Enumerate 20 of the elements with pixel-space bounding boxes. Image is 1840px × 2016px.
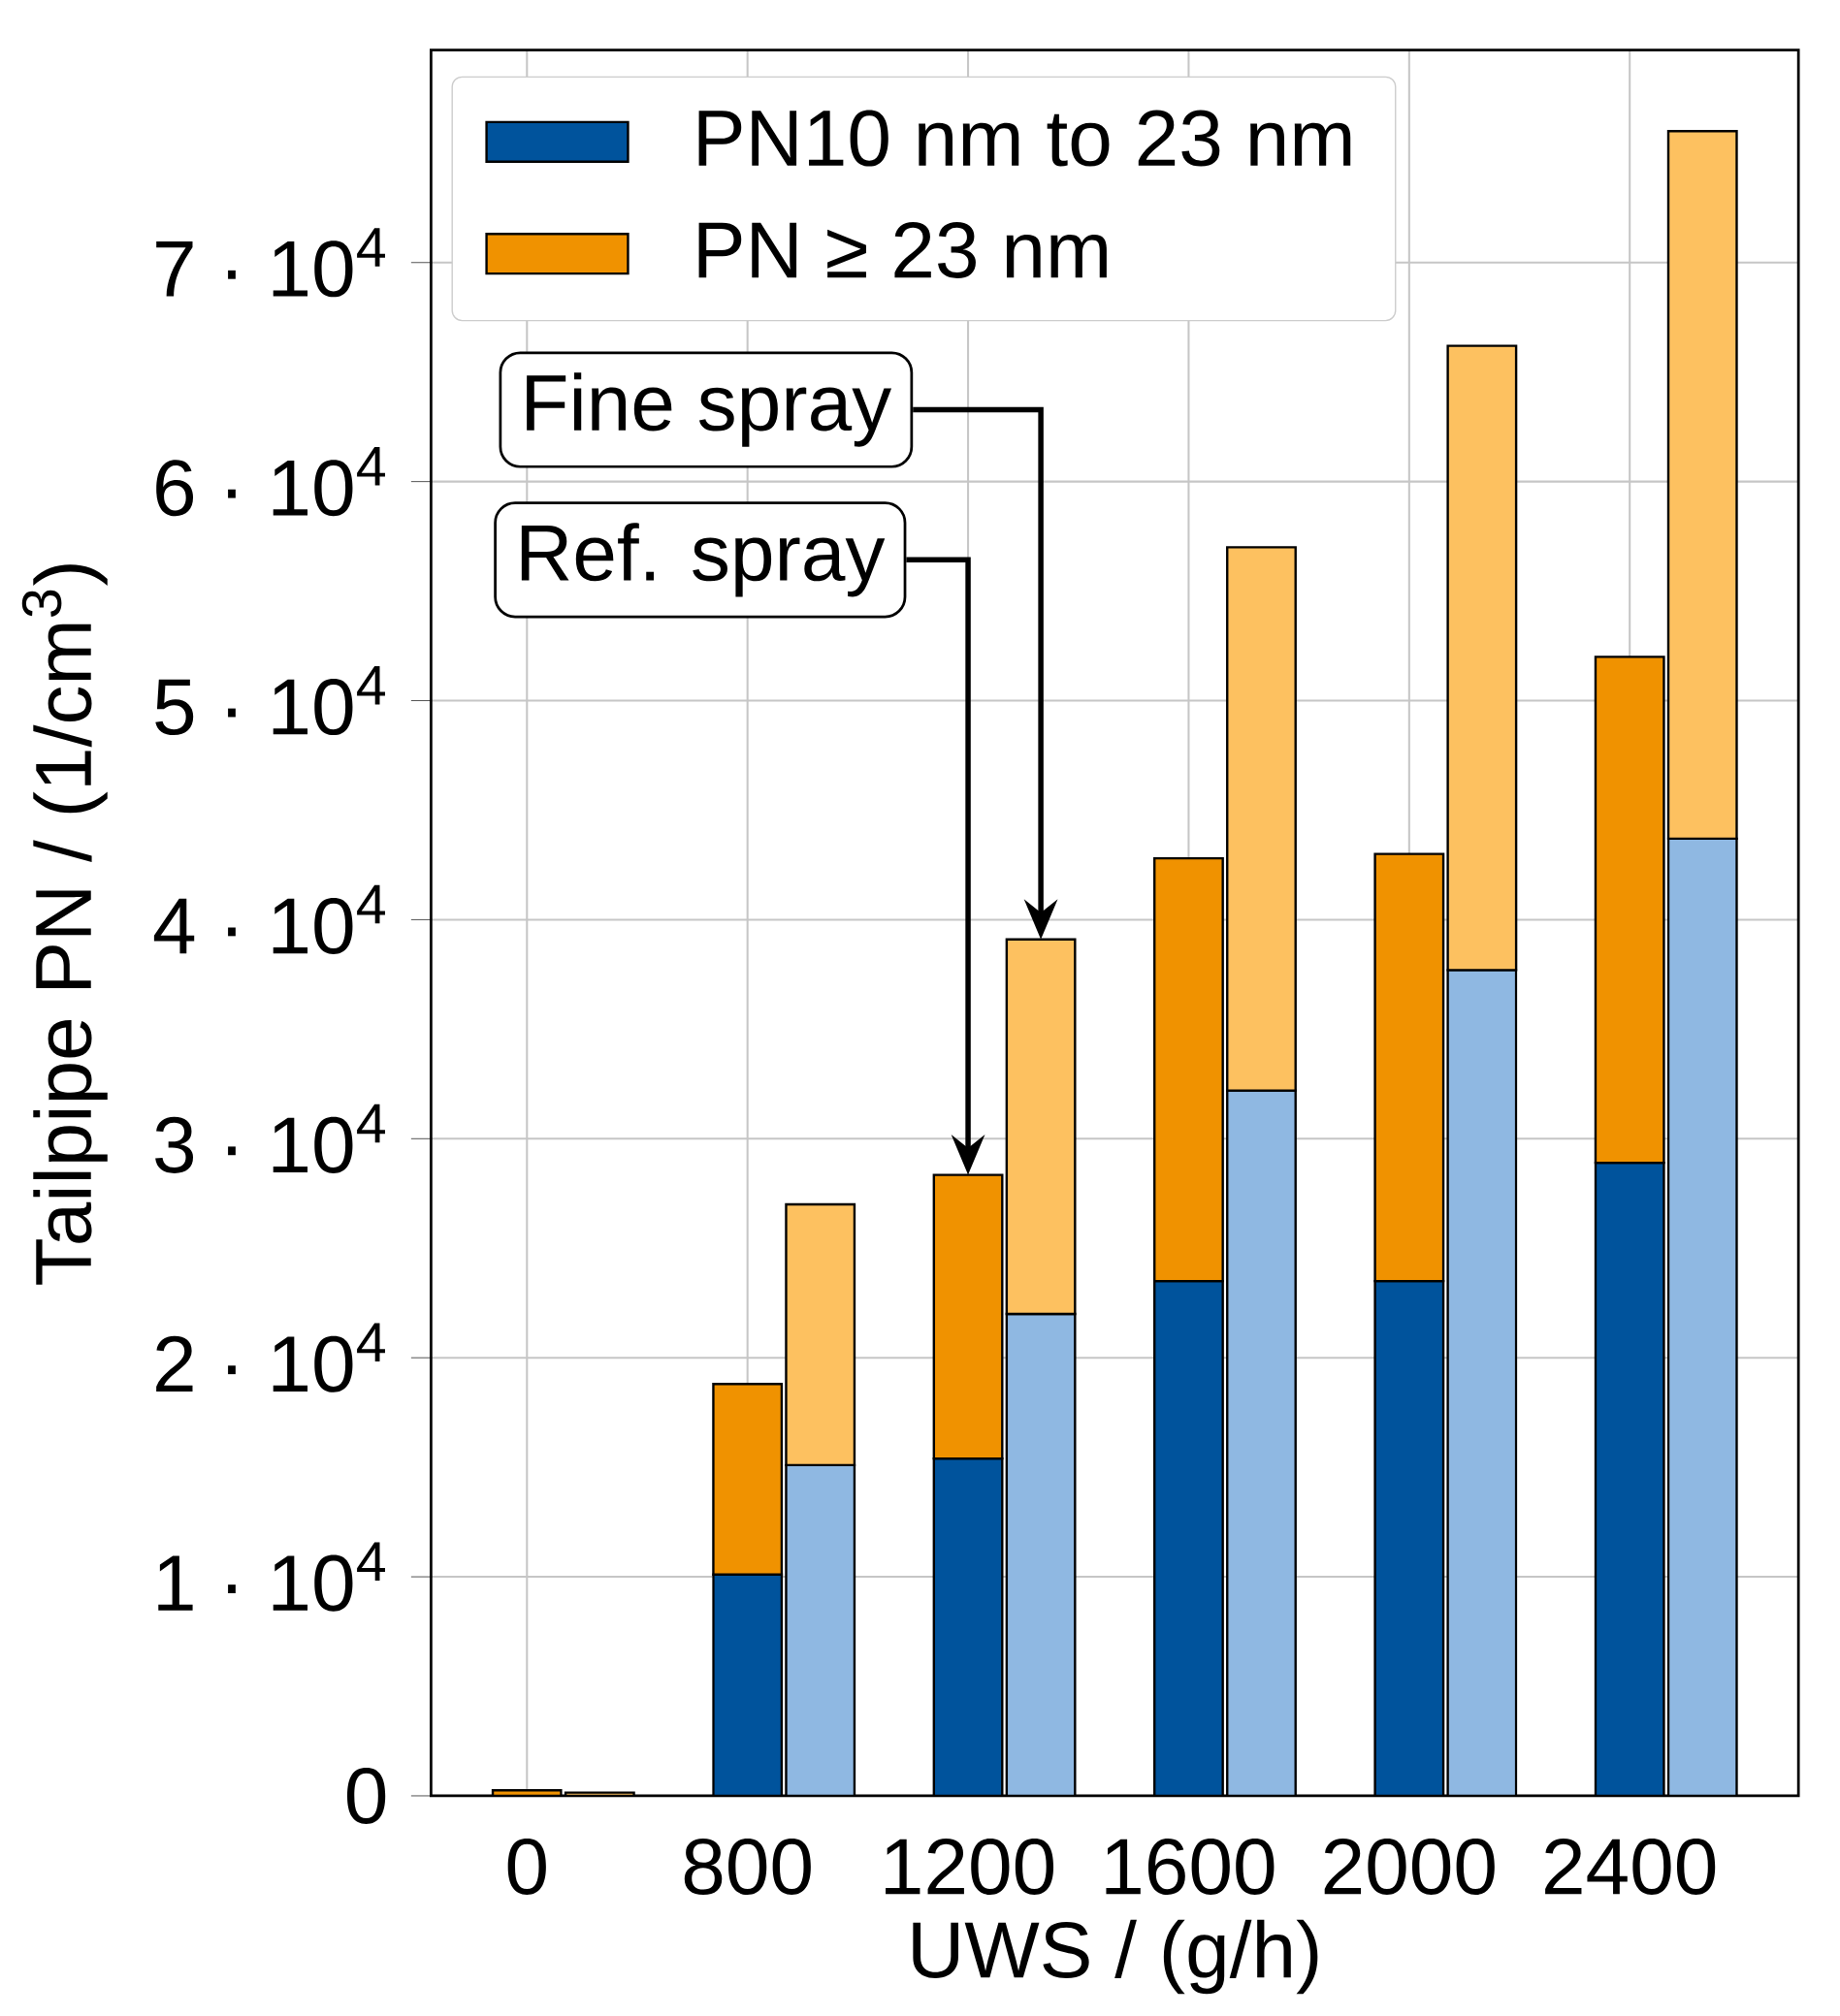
- y-tick-label: 3 · 10$^{4}$: [155, 1104, 386, 1173]
- x-tick-label: 2400: [1545, 1838, 1716, 1896]
- legend-label: PN10 nm to 23 nm: [698, 110, 1351, 167]
- x-tick-label: 1600: [1106, 1838, 1275, 1896]
- y-tick-label: 5 · 10$^{4}$: [155, 665, 386, 736]
- x-tick-label: 800: [684, 1838, 812, 1896]
- y-axis-title: Tailpipe PN / (1/cm$^{3}$): [21, 564, 108, 1285]
- x-axis-title: UWS / (g/h): [913, 1919, 1318, 1995]
- annotation: Ref. spray: [522, 523, 886, 597]
- x-tick-label: 2000: [1324, 1838, 1495, 1896]
- x-tick-label: 0: [507, 1838, 547, 1896]
- y-tick-label: 0: [347, 1767, 386, 1824]
- legend-label: PN ≥ 23 nm: [698, 221, 1108, 278]
- y-tick-label: 4 · 10$^{4}$: [154, 884, 386, 954]
- annotation: Fine spray: [527, 372, 892, 447]
- y-tick-label: 1 · 10$^{4}$: [158, 1542, 386, 1612]
- y-tick-label: 7 · 10$^{4}$: [156, 228, 386, 298]
- y-tick-label: 6 · 10$^{4}$: [156, 447, 386, 517]
- x-tick-label: 1200: [886, 1838, 1054, 1896]
- y-tick-label: 2 · 10$^{4}$: [156, 1323, 386, 1392]
